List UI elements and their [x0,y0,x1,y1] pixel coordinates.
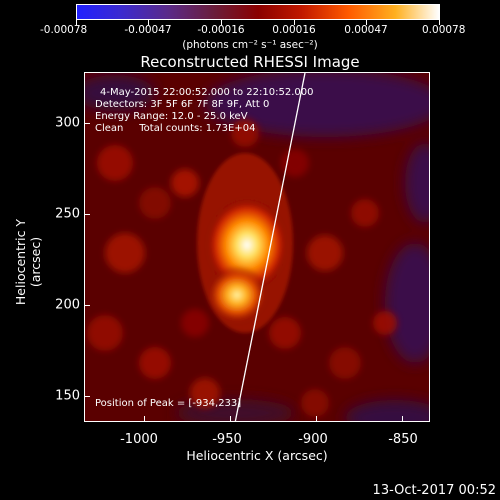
colorbar-unit: (photons cm⁻² s⁻¹ asec⁻²) [182,39,318,51]
colorbar-tick [294,20,295,25]
x-tick [144,416,145,422]
y-tick-label: 300 [55,115,80,131]
y-tick [84,214,90,215]
x-tick [316,416,317,422]
plot-title: Reconstructed RHESSI Image [140,53,360,71]
x-tick-label: -850 [388,432,418,447]
x-tick-label: -1000 [120,432,158,447]
colorbar [76,4,440,20]
x-tick [402,416,403,422]
detectors-info: Detectors: 3F 5F 6F 7F 8F 9F, Att 0 [95,99,270,110]
y-tick [84,396,90,397]
timestamp: 13-Oct-2017 00:52 [372,483,496,498]
colorbar-label: -0.00016 [197,24,245,36]
time-range: 4-May-2015 22:00:52.000 to 22:10:52.000 [100,87,314,98]
colorbar-tick [366,20,367,25]
colorbar-label: -0.00078 [40,24,88,36]
rhessi-image [85,73,429,421]
x-axis-title: Heliocentric X (arcsec) [186,448,328,463]
colorbar-label: 0.00016 [272,24,316,36]
colorbar-tick [148,20,149,25]
y-tick [84,305,90,306]
colorbar-tick [221,20,222,25]
y-axis-title: Heliocentric Y (arcsec) [13,218,43,306]
colorbar-label: 0.00047 [344,24,388,36]
colorbar-label: 0.00078 [422,24,466,36]
colorbar-tick [439,20,440,25]
y-tick [84,123,90,124]
clean-counts: Clean Total counts: 1.73E+04 [95,123,256,134]
x-tick-label: -900 [298,432,328,447]
x-tick-label: -950 [212,432,242,447]
image-plot: 4-May-2015 22:00:52.000 to 22:10:52.000 … [84,72,430,422]
solar-limb-line [234,73,306,421]
y-tick-label: 150 [55,388,80,404]
colorbar-label: -0.00047 [124,24,172,36]
x-tick [230,416,231,422]
colorbar-tick [76,20,77,25]
y-tick-label: 250 [55,206,80,222]
energy-range: Energy Range: 12.0 - 25.0 keV [95,111,248,122]
y-tick-label: 200 [55,297,80,313]
peak-position: Position of Peak = [-934,233] [95,398,242,409]
